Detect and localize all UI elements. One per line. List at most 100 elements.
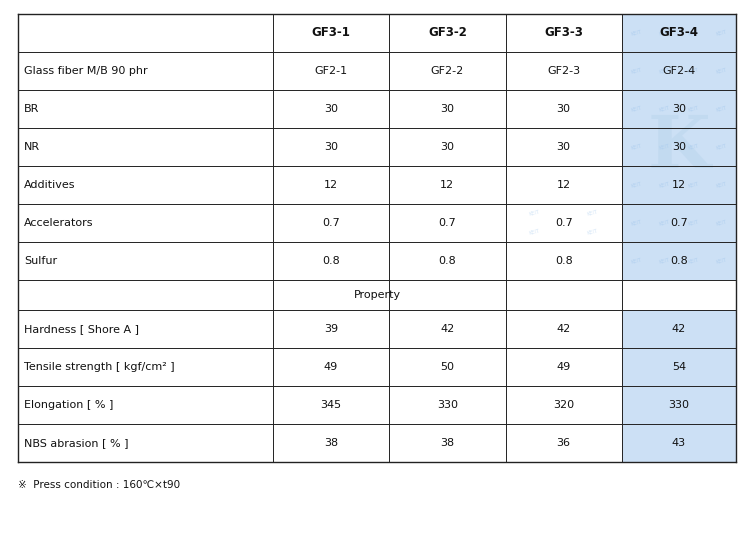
Bar (622, 386, 736, 424)
Text: 42: 42 (672, 324, 686, 334)
Bar (622, 52, 736, 90)
Text: GF3-1: GF3-1 (311, 27, 351, 40)
Text: Hardness [ Shore A ]: Hardness [ Shore A ] (24, 324, 139, 334)
Text: 0.8: 0.8 (439, 256, 456, 266)
Bar (622, 348, 736, 386)
Text: KEIT: KEIT (688, 219, 699, 227)
Text: KEIT: KEIT (587, 228, 599, 236)
Text: GF2-2: GF2-2 (431, 66, 464, 76)
Text: KEIT: KEIT (688, 257, 699, 265)
Text: 50: 50 (440, 362, 455, 372)
Text: KEIT: KEIT (630, 219, 642, 227)
Text: Additives: Additives (24, 180, 75, 190)
Text: 12: 12 (324, 180, 338, 190)
Text: K: K (648, 112, 710, 182)
Text: KEIT: KEIT (716, 29, 728, 37)
Text: KEIT: KEIT (659, 105, 670, 113)
Text: Property: Property (354, 290, 400, 300)
Text: NBS abrasion [ % ]: NBS abrasion [ % ] (24, 438, 128, 448)
Text: BR: BR (24, 104, 39, 114)
Bar (622, 242, 736, 280)
Text: 320: 320 (553, 400, 575, 410)
Text: GF3-4: GF3-4 (660, 27, 698, 40)
Text: GF3-2: GF3-2 (428, 27, 467, 40)
Text: KEIT: KEIT (659, 29, 670, 37)
Bar (622, 424, 736, 462)
Text: Accelerators: Accelerators (24, 218, 93, 228)
Text: KEIT: KEIT (659, 219, 670, 227)
Text: 12: 12 (440, 180, 455, 190)
Text: NR: NR (24, 142, 40, 152)
Text: Glass fiber M/B 90 phr: Glass fiber M/B 90 phr (24, 66, 148, 76)
Bar (622, 204, 736, 242)
Text: KEIT: KEIT (630, 105, 642, 113)
Text: KEIT: KEIT (529, 228, 541, 236)
Bar (622, 128, 736, 166)
Text: 345: 345 (320, 400, 342, 410)
Text: ※  Press condition : 160℃×t90: ※ Press condition : 160℃×t90 (18, 480, 180, 490)
Bar (622, 166, 736, 204)
Bar (622, 310, 736, 348)
Text: 38: 38 (324, 438, 338, 448)
Bar (622, 90, 736, 128)
Text: KEIT: KEIT (630, 257, 642, 265)
Text: 43: 43 (672, 438, 686, 448)
Text: KEIT: KEIT (716, 105, 728, 113)
Text: KEIT: KEIT (688, 105, 699, 113)
Text: 330: 330 (668, 400, 689, 410)
Text: KEIT: KEIT (630, 181, 642, 189)
Text: GF2-1: GF2-1 (314, 66, 348, 76)
Text: 42: 42 (556, 324, 571, 334)
Text: KEIT: KEIT (587, 209, 599, 217)
Text: 30: 30 (324, 104, 338, 114)
Text: 12: 12 (672, 180, 686, 190)
Text: 49: 49 (324, 362, 339, 372)
Text: 0.7: 0.7 (555, 218, 572, 228)
Text: 30: 30 (556, 104, 571, 114)
Text: KEIT: KEIT (659, 181, 670, 189)
Text: 0.8: 0.8 (322, 256, 340, 266)
Text: KEIT: KEIT (659, 143, 670, 151)
Text: 30: 30 (324, 142, 338, 152)
Text: 30: 30 (556, 142, 571, 152)
Text: 0.7: 0.7 (322, 218, 340, 228)
Text: 0.8: 0.8 (670, 256, 688, 266)
Text: KEIT: KEIT (688, 181, 699, 189)
Text: GF2-4: GF2-4 (662, 66, 695, 76)
Text: KEIT: KEIT (688, 67, 699, 75)
Text: GF3-3: GF3-3 (544, 27, 583, 40)
Text: KEIT: KEIT (716, 143, 728, 151)
Text: 30: 30 (672, 142, 686, 152)
Text: Sulfur: Sulfur (24, 256, 57, 266)
Text: KEIT: KEIT (716, 219, 728, 227)
Text: KEIT: KEIT (688, 29, 699, 37)
Text: KEIT: KEIT (688, 143, 699, 151)
Text: 0.8: 0.8 (555, 256, 572, 266)
Bar (18, 14, 736, 462)
Text: 330: 330 (437, 400, 458, 410)
Text: KEIT: KEIT (716, 257, 728, 265)
Text: KEIT: KEIT (630, 143, 642, 151)
Text: KEIT: KEIT (716, 67, 728, 75)
Text: 54: 54 (672, 362, 686, 372)
Text: 12: 12 (556, 180, 571, 190)
Text: Tensile strength [ kgf/cm² ]: Tensile strength [ kgf/cm² ] (24, 362, 175, 372)
Bar (622, 14, 736, 52)
Text: 0.7: 0.7 (439, 218, 456, 228)
Text: GF2-3: GF2-3 (547, 66, 581, 76)
Text: Elongation [ % ]: Elongation [ % ] (24, 400, 113, 410)
Text: 30: 30 (440, 142, 455, 152)
Text: KEIT: KEIT (716, 181, 728, 189)
Text: KEIT: KEIT (659, 67, 670, 75)
Text: 30: 30 (672, 104, 686, 114)
Text: KEIT: KEIT (630, 29, 642, 37)
Text: 39: 39 (324, 324, 338, 334)
Text: 36: 36 (556, 438, 571, 448)
Text: KEIT: KEIT (659, 257, 670, 265)
Text: 30: 30 (440, 104, 455, 114)
Text: KEIT: KEIT (630, 67, 642, 75)
Text: 0.7: 0.7 (670, 218, 688, 228)
Text: 49: 49 (556, 362, 571, 372)
Text: 38: 38 (440, 438, 455, 448)
Text: KEIT: KEIT (529, 209, 541, 217)
